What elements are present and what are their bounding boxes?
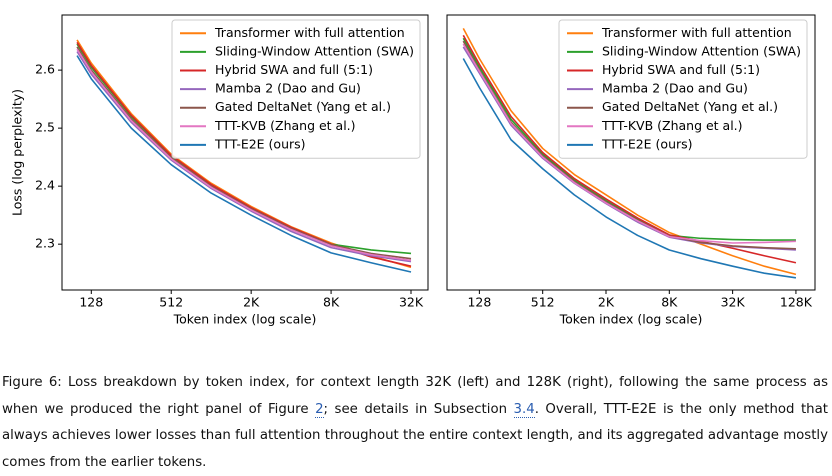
legend-label: Sliding-Window Attention (SWA) [215, 43, 414, 58]
x-tick-label: 2K [598, 295, 615, 310]
figure-link[interactable]: 2 [315, 401, 324, 418]
plot-frame [446, 14, 816, 291]
legend-box [558, 19, 808, 159]
x-tick-label: 8K [323, 295, 340, 310]
legend-box [171, 19, 421, 159]
series-line [76, 46, 412, 260]
caption-text: Figure 6: Loss breakdown by token index,… [2, 375, 828, 417]
legend-label: TTT-KVB (Zhang et al.) [601, 118, 743, 133]
series-line [462, 27, 797, 276]
x-tick-label: 32K [721, 295, 746, 310]
figure: 128 512 2K 8K 32K 2.3 2.4 2.5 2.6 Token index (lo… [10, 14, 816, 327]
series-line [462, 43, 796, 244]
series-line [76, 55, 412, 273]
legend-label: Mamba 2 (Dao and Gu) [215, 81, 361, 96]
x-tick-label: 128 [467, 295, 491, 310]
plot-frame [61, 14, 429, 291]
y-axis-label: Loss (log perplexity) [10, 89, 25, 216]
legend-label: Gated DeltaNet (Yang et al.) [215, 99, 391, 114]
caption-text: ; see details in Subsection [323, 401, 514, 417]
series-line [462, 37, 796, 241]
series-line [76, 48, 412, 262]
page: 128 512 2K 8K 32K 2.3 2.4 2.5 2.6 Token index (lo… [2, 14, 828, 470]
legend-label: Hybrid SWA and full (5:1) [602, 62, 760, 77]
caption: Figure 6: Loss breakdown by token index,… [2, 370, 828, 476]
legend-label: Transformer with full attention [601, 25, 792, 40]
x-tick-label: 32K [399, 295, 424, 310]
x-axis-label: Token index (log scale) [173, 312, 317, 327]
legend-label: Sliding-Window Attention (SWA) [602, 43, 801, 58]
y-tick-label: 2.3 [35, 236, 55, 251]
x-tick-label: 2K [243, 295, 260, 310]
x-tick-label: 128K [780, 295, 813, 310]
y-tick-label: 2.6 [35, 62, 55, 77]
series-line [76, 51, 412, 263]
legend-label: TTT-KVB (Zhang et al.) [214, 118, 356, 133]
legend-label: Hybrid SWA and full (5:1) [215, 62, 373, 77]
legend-label: TTT-E2E (ours) [601, 136, 693, 151]
series-line [462, 34, 797, 264]
legend-label: Gated DeltaNet (Yang et al.) [602, 99, 778, 114]
legend-label: Mamba 2 (Dao and Gu) [602, 81, 748, 96]
x-tick-label: 512 [159, 295, 183, 310]
x-tick-label: 512 [531, 295, 555, 310]
section-link[interactable]: 3.4 [513, 401, 535, 418]
x-tick-label: 128 [79, 295, 103, 310]
series-line [462, 58, 797, 279]
legend-label: TTT-E2E (ours) [214, 136, 306, 151]
y-tick-label: 2.4 [35, 178, 55, 193]
y-tick-label: 2.5 [35, 120, 55, 135]
legend-label: Transformer with full attention [214, 25, 405, 40]
x-axis-label: Token index (log scale) [559, 312, 703, 327]
x-tick-label: 8K [661, 295, 678, 310]
